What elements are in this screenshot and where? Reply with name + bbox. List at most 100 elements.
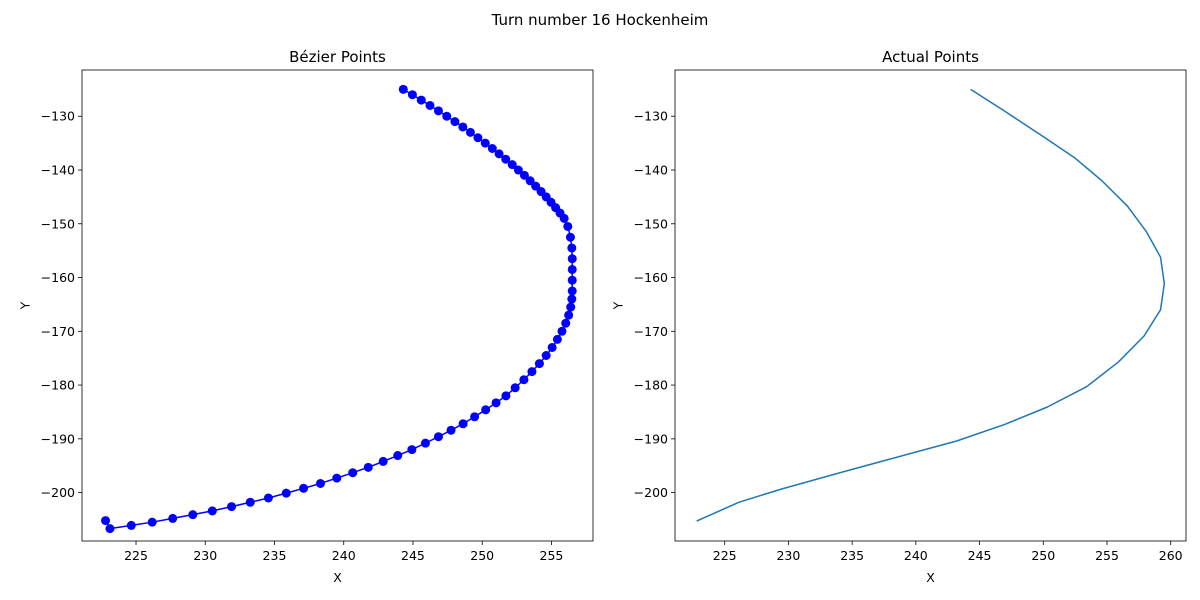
bezier-point (470, 412, 480, 422)
bezier-point (567, 254, 577, 264)
bezier-point (534, 359, 544, 369)
y-tick-label: −130 (41, 109, 75, 124)
x-tick-label: 245 (401, 548, 425, 563)
bezier-point (425, 100, 435, 110)
figure-suptitle: Turn number 16 Hockenheim (491, 11, 709, 29)
plot-frame (674, 69, 1187, 542)
bezier-point (126, 520, 136, 530)
bezier-point (487, 144, 497, 153)
bezier-point (501, 391, 511, 401)
bezier-point (378, 456, 388, 466)
bezier-point (557, 326, 567, 336)
bezier-plot-title: Bézier Points (289, 48, 386, 66)
bezier-point (541, 351, 551, 360)
x-tick-label: 240 (904, 548, 928, 563)
bezier-point (207, 506, 217, 516)
actual-x-axis-label: X (926, 570, 935, 585)
y-tick-label: −160 (41, 270, 75, 285)
bezier-point (501, 154, 511, 164)
bezier-point (416, 95, 426, 105)
bezier-point (147, 517, 157, 527)
bezier-point (299, 483, 309, 493)
bezier-point (348, 468, 358, 478)
bezier-point (458, 419, 468, 429)
bezier-point (398, 84, 408, 94)
bezier-point (567, 294, 577, 304)
bezier-point (458, 122, 468, 132)
x-tick-label: 250 (470, 548, 494, 563)
y-tick-label: −190 (41, 431, 75, 446)
y-tick-label: −150 (634, 216, 668, 231)
y-tick-label: −140 (41, 163, 75, 178)
bezier-point (245, 497, 255, 507)
bezier-point (547, 342, 557, 352)
x-tick-label: 255 (1095, 548, 1119, 563)
y-tick-label: −180 (41, 378, 75, 393)
actual-points-plot: Actual Points X Y 225 230 235 240 245 250 255 2… (611, 48, 1187, 585)
bezier-point (527, 367, 537, 377)
bezier-point (567, 286, 577, 296)
bezier-point (281, 488, 291, 498)
bezier-point (465, 127, 475, 137)
plot-frame (81, 69, 594, 542)
bezier-point (494, 149, 504, 159)
x-tick-label: 235 (840, 548, 864, 563)
bezier-point (332, 473, 342, 483)
bezier-point (420, 438, 430, 448)
bezier-point (564, 310, 574, 320)
bezier-point (442, 111, 452, 121)
bezier-point (433, 106, 443, 116)
y-tick-label: −150 (41, 216, 75, 231)
bezier-x-axis-label: X (333, 570, 342, 585)
x-tick-label: 240 (332, 548, 356, 563)
bezier-point (563, 221, 573, 231)
bezier-point (227, 502, 237, 512)
actual-points-line (696, 88, 1166, 522)
bezier-point (101, 516, 111, 526)
bezier-point (525, 176, 535, 186)
bezier-point (565, 232, 575, 242)
bezier-point (567, 264, 577, 274)
y-tick-label: −190 (634, 431, 668, 446)
y-tick-label: −170 (634, 324, 668, 339)
y-tick-label: −200 (41, 485, 75, 500)
x-tick-label: 245 (968, 548, 992, 563)
x-tick-label: 230 (193, 548, 217, 563)
x-tick-label: 225 (124, 548, 148, 563)
bezier-point (507, 160, 517, 170)
x-tick-label: 250 (1031, 548, 1055, 563)
y-tick-label: −170 (41, 324, 75, 339)
bezier-point (481, 405, 491, 415)
bezier-point (561, 318, 571, 328)
bezier-point (480, 138, 490, 148)
y-tick-label: −140 (634, 163, 668, 178)
actual-y-axis-label: Y (611, 301, 626, 310)
bezier-point (105, 524, 115, 534)
bezier-point (567, 275, 577, 285)
bezier-point (433, 432, 443, 442)
bezier-point (168, 513, 178, 523)
bezier-point (188, 510, 198, 520)
bezier-point (363, 462, 373, 472)
y-tick-label: −180 (634, 378, 668, 393)
bezier-points-plot: Bézier Points X Y 225 230 235 240 245 250 255 −… (18, 48, 594, 585)
bezier-point (263, 493, 273, 503)
bezier-point (559, 213, 569, 223)
bezier-point (473, 133, 483, 143)
y-tick-label: −160 (634, 270, 668, 285)
actual-plot-title: Actual Points (882, 48, 979, 66)
bezier-point (450, 117, 460, 127)
x-tick-label: 225 (713, 548, 737, 563)
bezier-point (407, 445, 417, 455)
x-tick-label: 260 (1159, 548, 1183, 563)
y-tick-label: −200 (634, 485, 668, 500)
bezier-point (407, 90, 417, 100)
bezier-point (393, 451, 403, 461)
bezier-point (446, 425, 456, 435)
bezier-point (491, 398, 501, 408)
bezier-point (567, 243, 577, 253)
bezier-y-axis-label: Y (18, 301, 33, 310)
x-tick-label: 255 (540, 548, 564, 563)
